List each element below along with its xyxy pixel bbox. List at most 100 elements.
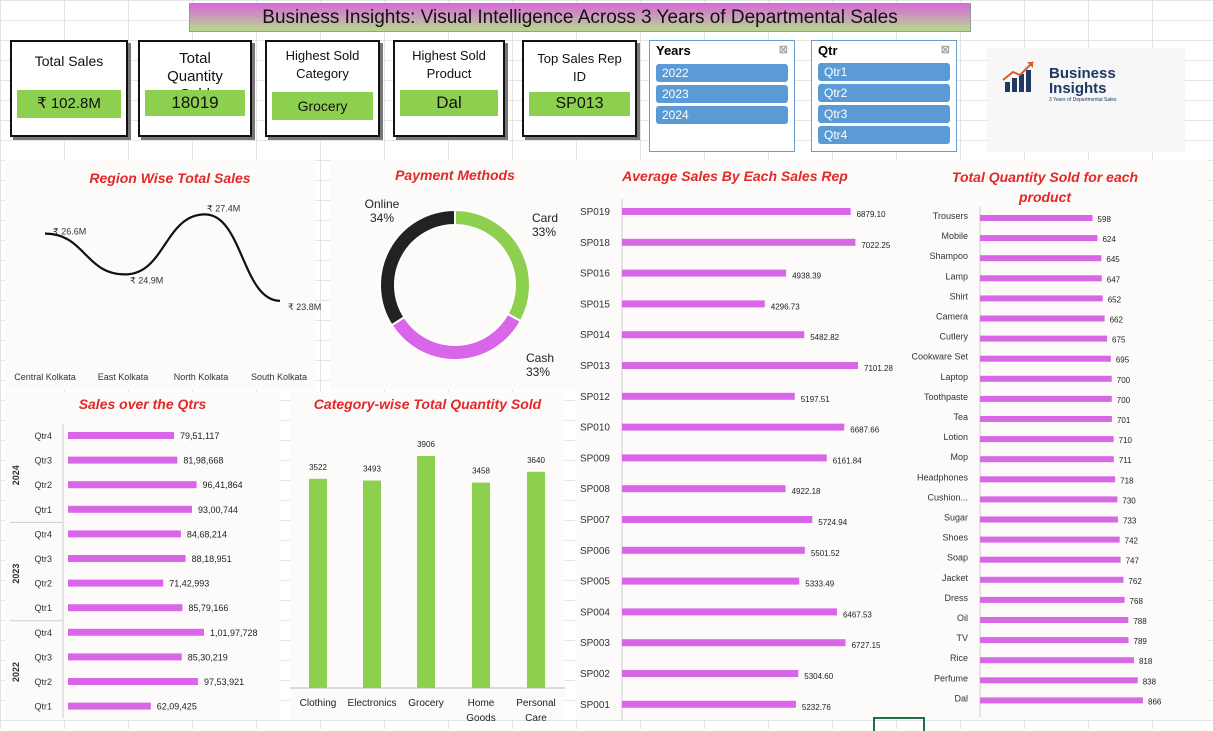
rep-data-label: 7022.25	[861, 241, 890, 250]
product-label: Trousers	[933, 211, 969, 221]
dashboard-title: Business Insights: Visual Intelligence A…	[189, 3, 971, 32]
slicer-item-2023[interactable]: 2023	[656, 85, 788, 103]
selected-cell[interactable]	[873, 717, 925, 731]
rep-label: SP018	[580, 238, 610, 249]
rep-chart-title: Average Sales By Each Sales Rep	[622, 168, 848, 184]
product-chart-title: Total Quantity Sold for each product	[951, 169, 1139, 205]
logo-line1: Business	[1049, 65, 1116, 82]
business-insights-logo: Business Insights 3 Years of Departmenta…	[987, 48, 1185, 152]
qtr-data-label: 97,53,921	[204, 677, 244, 687]
product-data-label: 675	[1112, 336, 1126, 345]
product-bar-chart[interactable]: Trousers 598 Mobile 624 Shampoo 645 Lamp 647 Shi…	[903, 205, 1208, 725]
category-bar-chart[interactable]: 3522 Clothing 3493 Electronics 3906 Grocery 34…	[290, 420, 565, 726]
product-bar	[980, 375, 1112, 382]
kpi-total-quantity[interactable]: Total Quantity Sold 18019	[138, 40, 252, 137]
qtr-data-label: 85,30,219	[188, 652, 228, 662]
rep-label: SP016	[580, 269, 610, 280]
rep-label: SP004	[580, 607, 610, 618]
qtr-slicer[interactable]: Qtr ⊠ Qtr1 Qtr2 Qtr3 Qtr4	[811, 40, 957, 152]
slicer-item-qtr1[interactable]: Qtr1	[818, 63, 950, 81]
slicer-item-2022[interactable]: 2022	[656, 64, 788, 82]
product-data-label: 742	[1125, 537, 1139, 546]
payment-percent-label: 33%	[526, 365, 550, 379]
product-bar	[980, 416, 1112, 422]
kpi-highest-category[interactable]: Highest Sold Category Grocery	[265, 40, 380, 137]
rep-chart-panel	[575, 160, 905, 720]
slicer-item-2024[interactable]: 2024	[656, 106, 788, 124]
product-bar	[980, 275, 1102, 282]
region-data-label: ₹ 24.9M	[130, 275, 163, 285]
year-group-label: 2024	[11, 465, 21, 485]
slicer-item-qtr4[interactable]: Qtr4	[818, 126, 950, 144]
product-label: Soap	[947, 553, 968, 563]
payment-percent-label: 34%	[370, 211, 394, 225]
rep-bar-chart[interactable]: SP019 6879.10 SP018 7022.25 SP016 4938.39 SP01…	[575, 195, 905, 725]
category-tick-label: Grocery	[408, 698, 444, 709]
rep-data-label: 6161.84	[833, 456, 862, 465]
category-chart-title: Category-wise Total Quantity Sold	[313, 396, 542, 412]
qtr-data-label: 84,68,214	[187, 529, 227, 539]
qtr-data-label: 79,51,117	[180, 431, 219, 441]
kpi-label: Top Sales Rep ID	[537, 51, 622, 84]
kpi-value: Dal	[400, 90, 498, 116]
category-data-label: 3493	[363, 465, 381, 474]
product-data-label: 768	[1130, 597, 1144, 606]
qtr-label: Qtr2	[34, 579, 52, 589]
rep-label: SP012	[580, 392, 610, 403]
kpi-label: Total Sales	[34, 53, 104, 69]
product-data-label: 762	[1128, 577, 1142, 586]
product-label: Jacket	[942, 573, 969, 583]
years-slicer[interactable]: Years ⊠ 2022 2023 2024	[649, 40, 795, 152]
rep-label: SP014	[580, 330, 610, 341]
region-category-label: North Kolkata	[174, 372, 229, 382]
qtr-label: Qtr2	[34, 677, 52, 687]
payment-category-label: Card	[532, 211, 558, 225]
rep-bar	[622, 423, 845, 431]
region-line-chart[interactable]: ₹ 26.6M Central Kolkata ₹ 24.9M East Kolkat…	[0, 190, 330, 390]
qtr-data-label: 93,00,744	[198, 505, 238, 515]
product-bar	[980, 355, 1111, 362]
product-bar	[980, 657, 1134, 664]
slicer-header: Qtr ⊠	[812, 41, 956, 61]
kpi-label: Highest Sold Category	[285, 48, 360, 81]
product-data-label: 788	[1133, 617, 1147, 626]
product-label: Dal	[954, 693, 968, 703]
rep-data-label: 5197.51	[801, 395, 830, 404]
rep-label: SP009	[580, 453, 610, 464]
kpi-highest-product[interactable]: Highest Sold Product Dal	[393, 40, 505, 137]
product-bar	[980, 556, 1121, 563]
qtr-bar	[68, 678, 199, 685]
payment-category-label: Cash	[526, 351, 554, 365]
rep-label: SP002	[580, 669, 610, 680]
qtr-label: Qtr4	[34, 431, 52, 441]
product-data-label: 647	[1107, 275, 1121, 284]
qtrs-bar-chart[interactable]: Qtr4 79,51,117 Qtr3 81,98,668 Qtr2 96,41,864 Q…	[5, 420, 280, 720]
region-category-label: South Kolkata	[251, 372, 307, 382]
qtrs-chart-title: Sales over the Qtrs	[78, 396, 207, 412]
payment-slice	[379, 208, 456, 327]
qtr-label: Qtr4	[34, 628, 52, 638]
qtr-data-label: 62,09,425	[157, 702, 197, 712]
rep-data-label: 7101.28	[864, 364, 893, 373]
product-label: Oil	[957, 613, 968, 623]
kpi-top-rep[interactable]: Top Sales Rep ID SP013	[522, 40, 637, 137]
kpi-total-sales[interactable]: Total Sales ₹ 102.8M	[10, 40, 128, 137]
category-data-label: 3640	[527, 456, 545, 465]
qtr-label: Qtr3	[34, 652, 52, 662]
slicer-item-qtr2[interactable]: Qtr2	[818, 84, 950, 102]
clear-filter-icon[interactable]: ⊠	[778, 44, 788, 56]
product-label: Mop	[950, 452, 968, 462]
product-data-label: 730	[1122, 496, 1136, 505]
rep-bar	[622, 392, 795, 400]
category-tick-label: Clothing	[300, 698, 337, 709]
qtr-data-label: 71,42,993	[169, 579, 209, 589]
clear-filter-icon[interactable]: ⊠	[940, 44, 950, 56]
qtr-bar	[68, 702, 151, 710]
qtr-label: Qtr1	[34, 603, 52, 613]
product-label: Laptop	[940, 372, 968, 382]
slicer-item-qtr3[interactable]: Qtr3	[818, 105, 950, 123]
product-data-label: 866	[1148, 697, 1162, 706]
category-data-label: 3522	[309, 463, 327, 472]
qtr-bar	[68, 530, 181, 538]
